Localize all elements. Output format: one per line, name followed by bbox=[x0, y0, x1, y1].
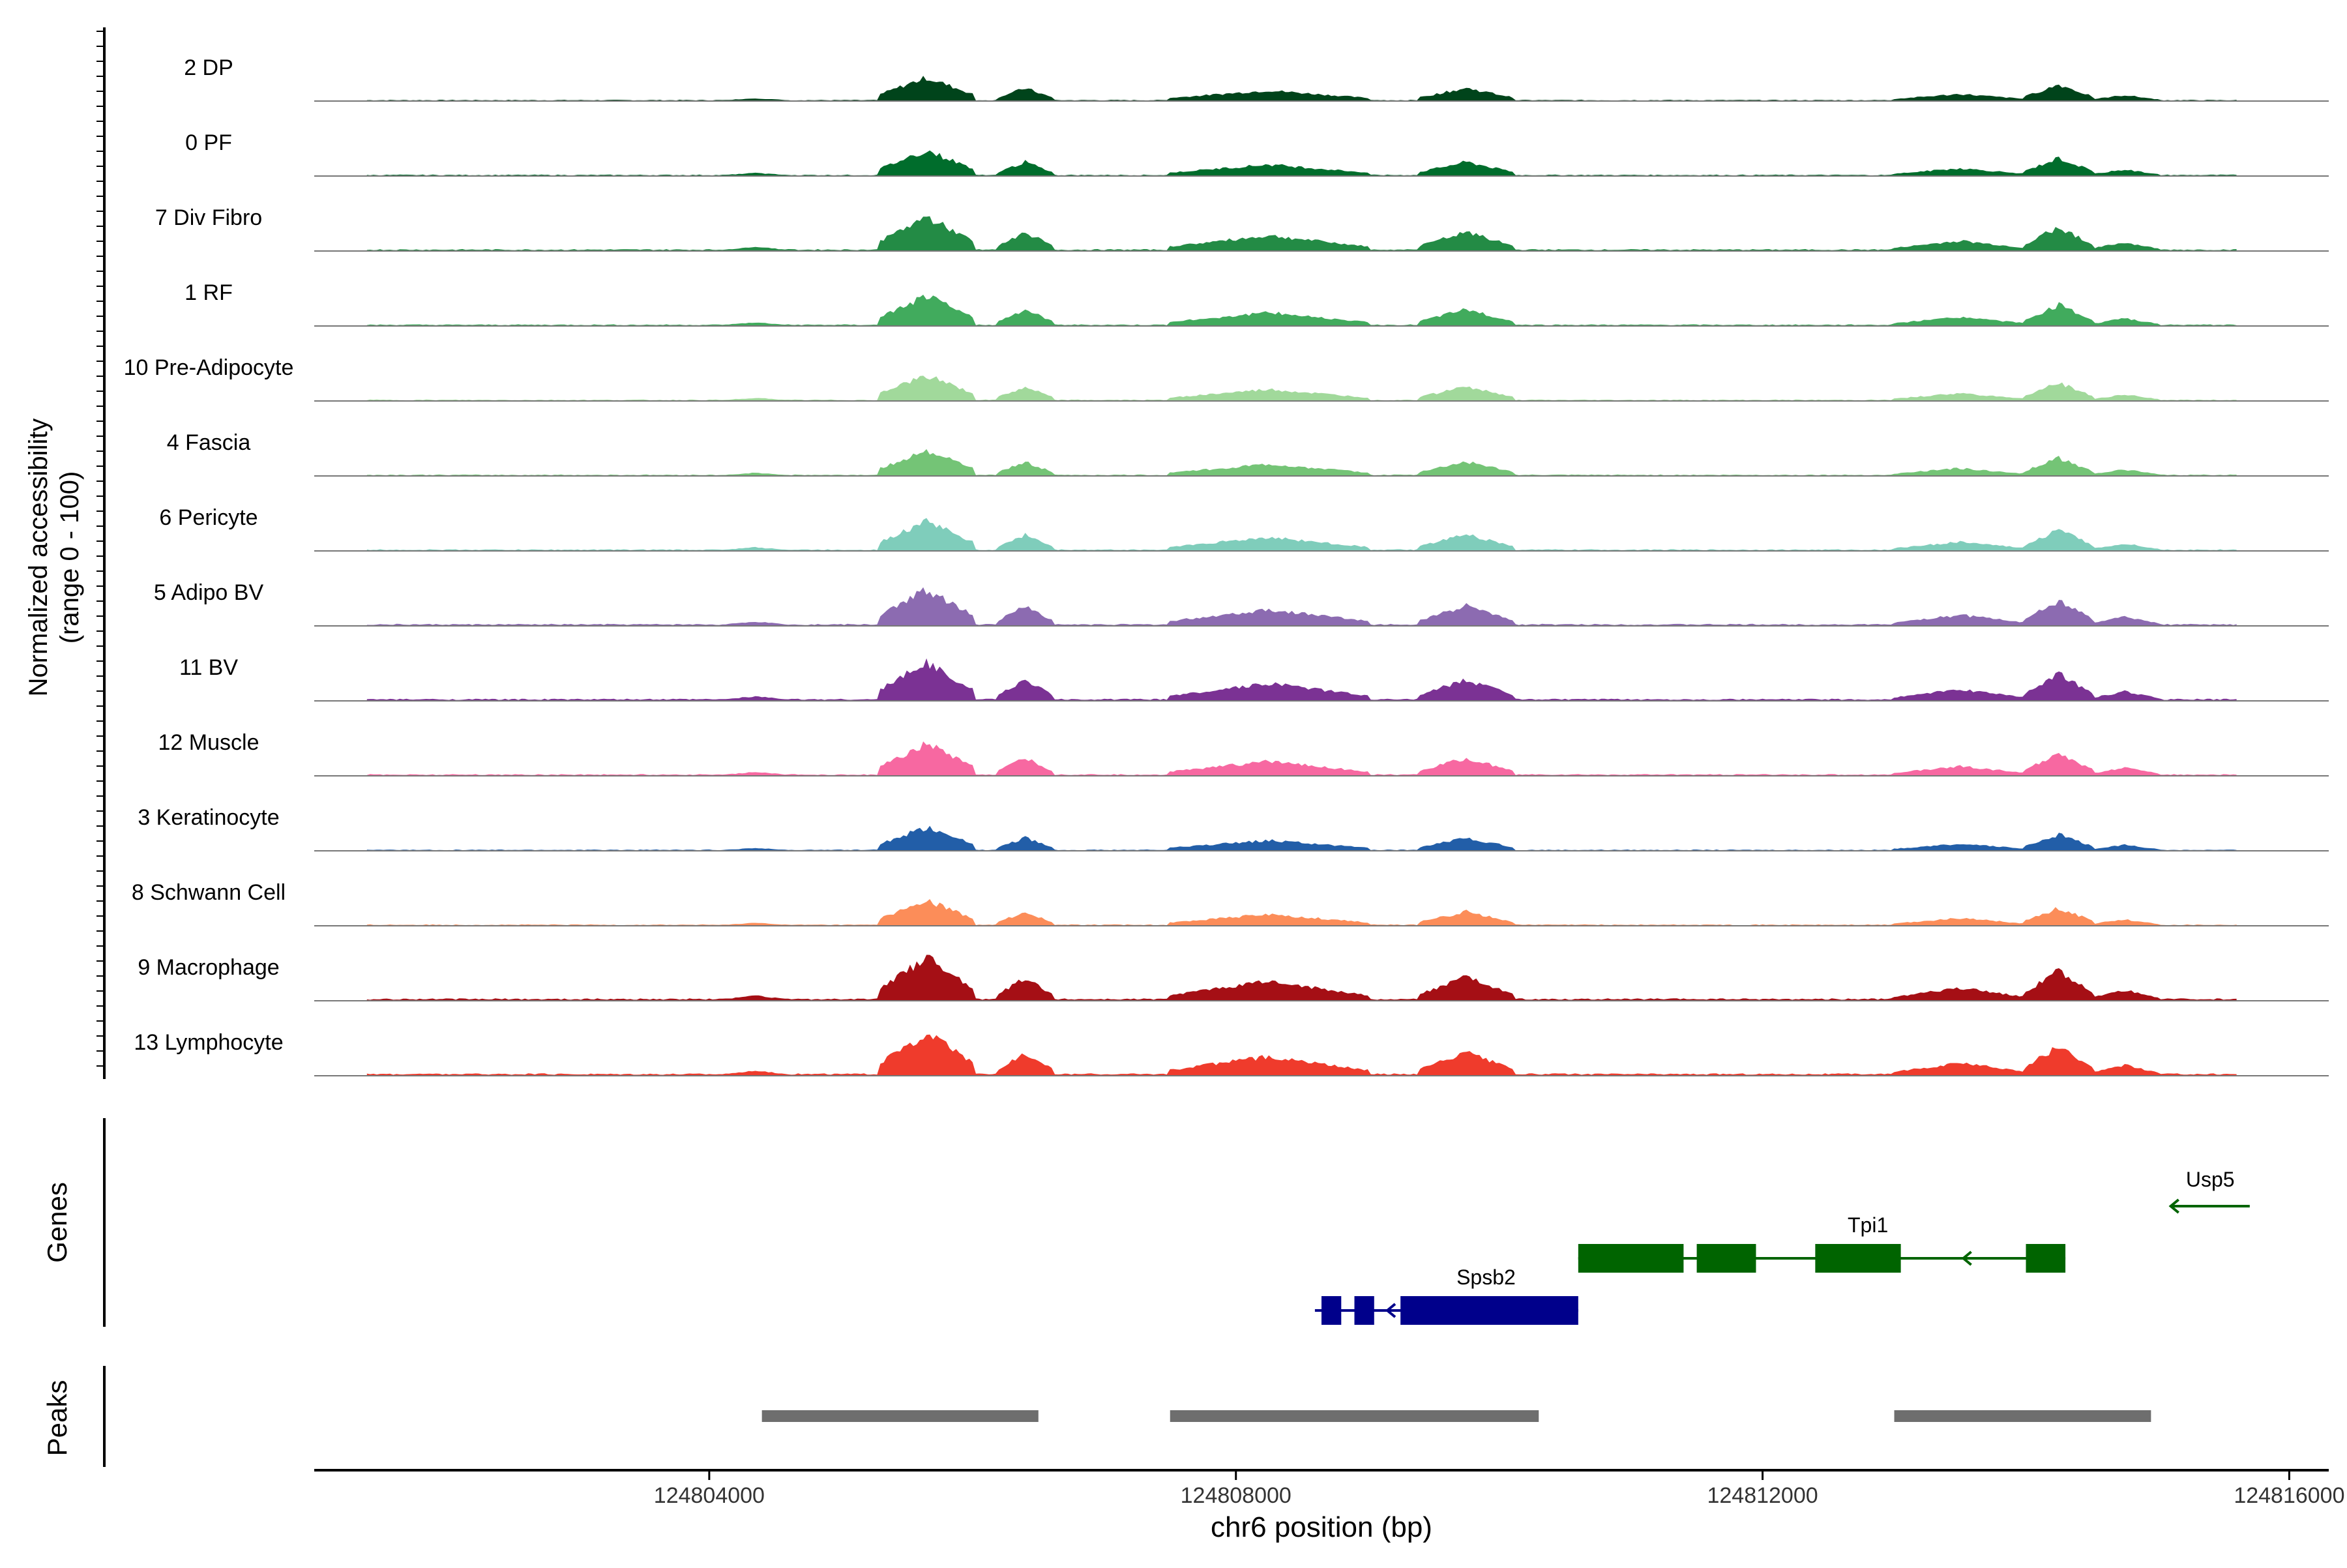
y-axis-label-line1: Normalized accessibility bbox=[24, 419, 53, 697]
peak-bar bbox=[1894, 1410, 2151, 1422]
strand-arrow bbox=[2168, 1198, 2179, 1214]
track-11: 3 Keratinocyte bbox=[138, 805, 2329, 851]
track-label: 0 PF bbox=[185, 130, 232, 155]
gene-label: Usp5 bbox=[2186, 1168, 2235, 1191]
track-6: 4 Fascia bbox=[167, 430, 2329, 477]
track-14: 13 Lymphocyte bbox=[134, 1030, 2329, 1076]
track-label: 11 BV bbox=[179, 655, 238, 680]
track-10: 12 Muscle bbox=[158, 730, 2329, 777]
track-area bbox=[366, 954, 2237, 1001]
track-area bbox=[366, 899, 2237, 926]
peak-regions bbox=[761, 1410, 2151, 1422]
x-tick-label: 124804000 bbox=[654, 1483, 765, 1508]
peak-bar bbox=[761, 1410, 1039, 1422]
peaks-panel-label: Peaks bbox=[42, 1380, 72, 1457]
track-area bbox=[366, 825, 2237, 851]
track-area bbox=[366, 1034, 2237, 1076]
gene-annotations: Usp5 Tpi1 Spsb2 bbox=[1314, 1168, 2250, 1325]
track-label: 1 RF bbox=[185, 280, 233, 305]
track-area bbox=[366, 150, 2237, 176]
gene-label: Spsb2 bbox=[1456, 1265, 1516, 1289]
track-label: 3 Keratinocyte bbox=[138, 805, 279, 830]
gene-exon bbox=[1578, 1244, 1684, 1273]
track-area bbox=[366, 76, 2237, 101]
gene-exon bbox=[1696, 1244, 1756, 1273]
track-7: 6 Pericyte bbox=[159, 505, 2329, 552]
track-area bbox=[366, 216, 2237, 251]
track-label: 8 Schwann Cell bbox=[132, 880, 286, 905]
track-3: 7 Div Fibro bbox=[155, 205, 2329, 252]
x-axis-ticks: 124804000 124808000 124812000 124816000 bbox=[654, 1470, 2345, 1508]
track-4: 1 RF bbox=[185, 280, 2329, 327]
gene-exon bbox=[1815, 1244, 1901, 1273]
track-9: 11 BV bbox=[179, 655, 2329, 702]
track-area bbox=[366, 518, 2237, 551]
track-label: 4 Fascia bbox=[167, 430, 251, 455]
track-area bbox=[366, 587, 2237, 626]
gene-exon bbox=[1321, 1296, 1342, 1325]
peak-bar bbox=[1170, 1410, 1539, 1422]
genes-panel-label: Genes bbox=[42, 1182, 72, 1263]
track-13: 9 Macrophage bbox=[138, 954, 2329, 1001]
track-area bbox=[366, 295, 2237, 326]
coverage-tracks: 2 DP 0 PF 7 Div Fibro 1 RF 10 Pre-Adipocyte 4… bbox=[124, 55, 2329, 1076]
track-label: 7 Div Fibro bbox=[155, 205, 262, 230]
track-label: 13 Lymphocyte bbox=[134, 1030, 283, 1055]
tracks-y-axis-ticks bbox=[96, 31, 104, 1067]
track-label: 5 Adipo BV bbox=[154, 580, 264, 605]
gene-tpi1: Tpi1 bbox=[1578, 1213, 2066, 1273]
gene-exon bbox=[1354, 1296, 1374, 1325]
gene-exon bbox=[2026, 1244, 2066, 1273]
x-tick-label: 124816000 bbox=[2234, 1483, 2344, 1508]
gene-exon bbox=[1400, 1296, 1578, 1325]
gene-usp5: Usp5 bbox=[2168, 1168, 2250, 1214]
track-1: 2 DP bbox=[184, 55, 2329, 102]
track-label: 6 Pericyte bbox=[159, 505, 258, 530]
track-label: 2 DP bbox=[184, 55, 233, 80]
gene-spsb2: Spsb2 bbox=[1314, 1265, 1578, 1325]
track-2: 0 PF bbox=[185, 130, 2329, 177]
x-axis-label: chr6 position (bp) bbox=[1211, 1511, 1432, 1543]
y-axis-label-line2: (range 0 - 100) bbox=[55, 471, 84, 644]
strand-arrow bbox=[1961, 1250, 1972, 1266]
track-label: 10 Pre-Adipocyte bbox=[124, 355, 294, 380]
track-12: 8 Schwann Cell bbox=[132, 880, 2329, 926]
track-label: 9 Macrophage bbox=[138, 955, 279, 980]
x-tick-label: 124812000 bbox=[1707, 1483, 1818, 1508]
track-8: 5 Adipo BV bbox=[154, 580, 2329, 627]
track-area bbox=[366, 741, 2237, 776]
track-area bbox=[366, 658, 2237, 701]
strand-arrow bbox=[1385, 1303, 1396, 1318]
x-tick-label: 124808000 bbox=[1181, 1483, 1292, 1508]
track-5: 10 Pre-Adipocyte bbox=[124, 355, 2329, 402]
track-label: 12 Muscle bbox=[158, 730, 259, 755]
track-area bbox=[366, 449, 2237, 476]
track-area bbox=[366, 376, 2237, 401]
gene-label: Tpi1 bbox=[1848, 1213, 1888, 1237]
